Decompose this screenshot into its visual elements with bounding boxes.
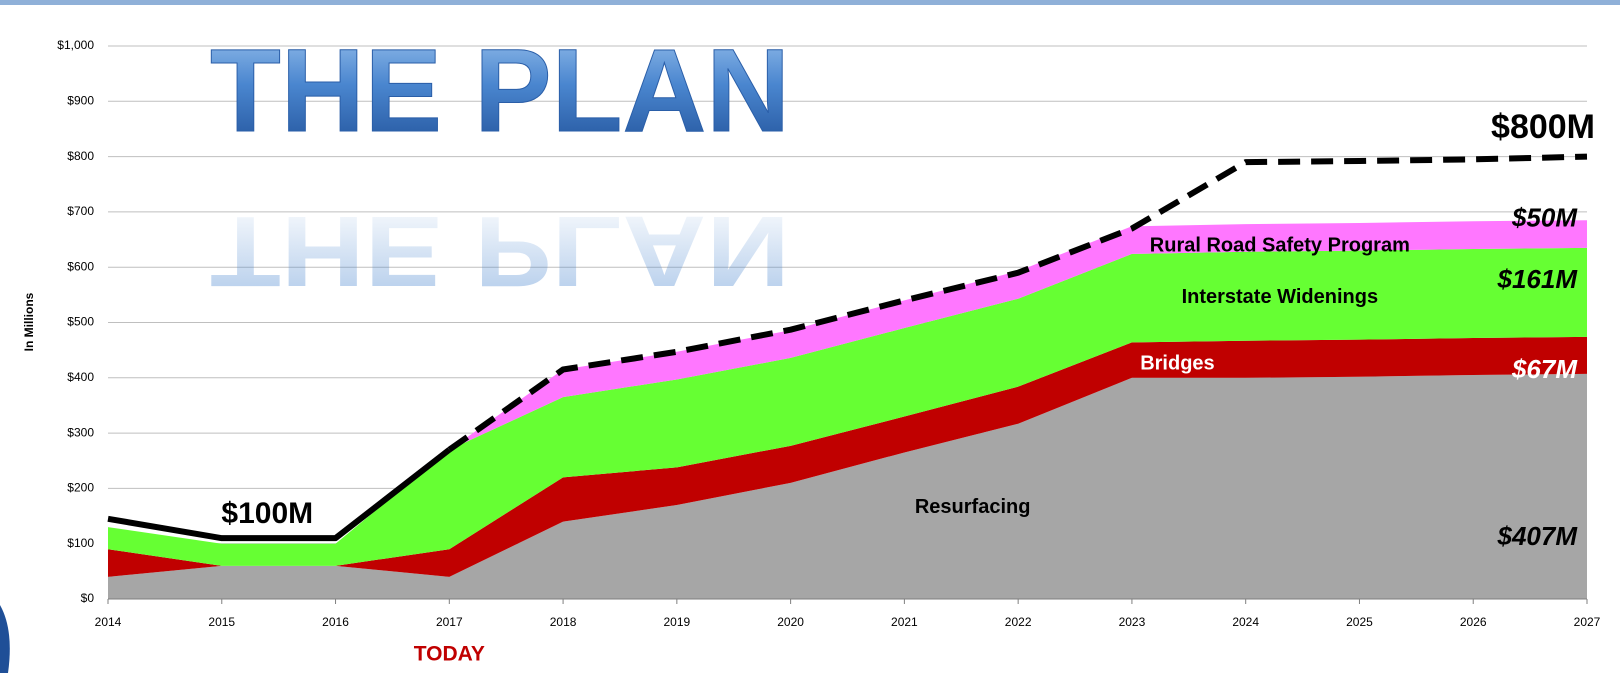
annotation: $800M	[1491, 108, 1595, 146]
y-tick-label: $900	[67, 93, 94, 107]
annotation: $50M	[1511, 203, 1578, 233]
annotation: $407M	[1497, 521, 1579, 551]
plot-area: $0 $100 $200 $300 $400 $500 $600 $700 $800 $900 $1…	[57, 38, 1600, 629]
x-tick-label: 2015	[208, 615, 235, 629]
area	[108, 336, 1587, 577]
annotation: $67M	[1511, 354, 1578, 384]
chart-title: THE PLAN	[210, 25, 790, 157]
y-tick-label: $200	[67, 481, 94, 495]
title-reflection: THE PLAN	[210, 195, 790, 307]
y-tick-label: $700	[67, 204, 94, 218]
annotation: $161M	[1497, 264, 1579, 294]
area	[108, 247, 1587, 566]
x-tick-label: 2024	[1232, 615, 1259, 629]
y-tick-label: $400	[67, 370, 94, 384]
total-line	[107, 447, 452, 542]
series-label: Rural Road Safety Program	[1150, 234, 1410, 256]
corner-shape	[0, 605, 10, 673]
x-tick-label: 2026	[1460, 615, 1487, 629]
y-tick-label: $1,000	[57, 38, 94, 52]
y-axis-label: In Millions	[22, 292, 36, 351]
x-tick-label: 2019	[663, 615, 690, 629]
x-tick-label: 2017	[436, 615, 463, 629]
x-tick-label: 2021	[891, 615, 918, 629]
x-tick-label: 2014	[95, 615, 122, 629]
y-tick-label: $600	[67, 259, 94, 273]
top-band	[0, 0, 1620, 5]
y-tick-label: $500	[67, 315, 94, 329]
y-tick-label: $800	[67, 149, 94, 163]
annotation: $100M	[221, 497, 313, 530]
y-tick-label: $300	[67, 425, 94, 439]
x-tick-label: 2027	[1574, 615, 1601, 629]
y-tick-label: $100	[67, 536, 94, 550]
x-tick-label: 2020	[777, 615, 804, 629]
y-tick-label: $0	[81, 591, 95, 605]
total-line	[447, 153, 1588, 453]
x-tick-label: 2025	[1346, 615, 1373, 629]
x-tick-label: 2018	[550, 615, 577, 629]
series-label: Resurfacing	[915, 496, 1031, 518]
x-tick-label: 2016	[322, 615, 349, 629]
x-tick-label: 2022	[1005, 615, 1032, 629]
area	[108, 373, 1587, 599]
series-label: Interstate Widenings	[1182, 286, 1379, 308]
x-tick-label: 2023	[1119, 615, 1146, 629]
series-label: Bridges	[1140, 352, 1214, 374]
annotation: TODAY	[414, 643, 485, 666]
